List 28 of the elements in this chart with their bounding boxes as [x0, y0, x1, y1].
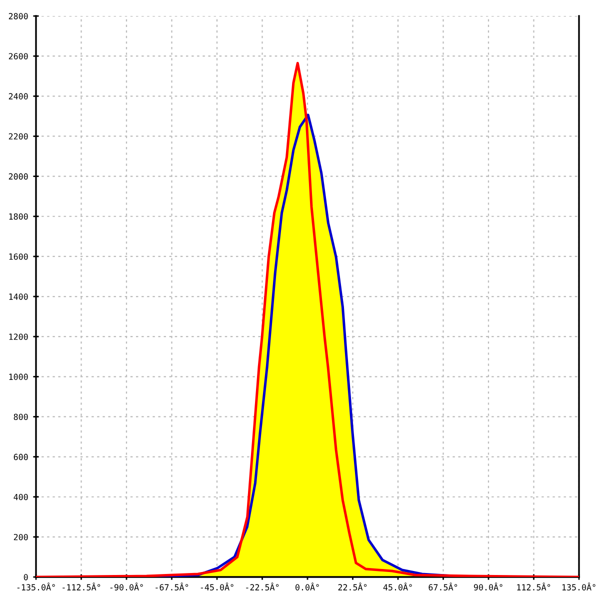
y-tick-label: 1800	[9, 213, 28, 220]
x-tick-label: -112.5Â°	[62, 582, 100, 590]
x-tick-label: -22.5Â°	[246, 582, 279, 590]
x-tick-label: 45.0Â°	[383, 582, 412, 590]
y-tick-label: 200	[14, 534, 28, 540]
y-tick-label: 2400	[8, 93, 28, 100]
y-tick-label: 1000	[9, 374, 28, 380]
x-tick-label: -90.0Â°	[110, 582, 143, 590]
y-tick-label: 0	[24, 574, 28, 580]
x-tick-label: 90.0Â°	[474, 582, 502, 590]
x-tick-label: 67.5Â°	[428, 582, 458, 590]
y-tick-label: 2600	[8, 53, 28, 60]
y-tick-label: 1200	[9, 334, 28, 340]
x-tick-label: 22.5Â°	[338, 582, 367, 590]
y-tick-label: 2200	[8, 133, 28, 140]
y-tick-label: 1400	[9, 294, 28, 300]
x-tick-label: -45.0Â°	[200, 582, 234, 590]
x-tick-label: -67.5Â°	[156, 582, 188, 590]
y-tick-label: 600	[14, 454, 28, 460]
y-tick-label: 2000	[8, 173, 28, 180]
x-tick-label: 135.0Â°	[562, 582, 596, 590]
y-tick-label: 1600	[9, 253, 28, 260]
y-tick-label: 400	[14, 494, 28, 500]
y-tick-label: 2800	[8, 13, 28, 20]
x-tick-label: -135.0Â°	[17, 582, 55, 590]
x-tick-label: 0.0Â°	[296, 582, 319, 590]
x-tick-label: 112.5Â°	[517, 582, 550, 590]
y-tick-label: 800	[14, 414, 28, 420]
